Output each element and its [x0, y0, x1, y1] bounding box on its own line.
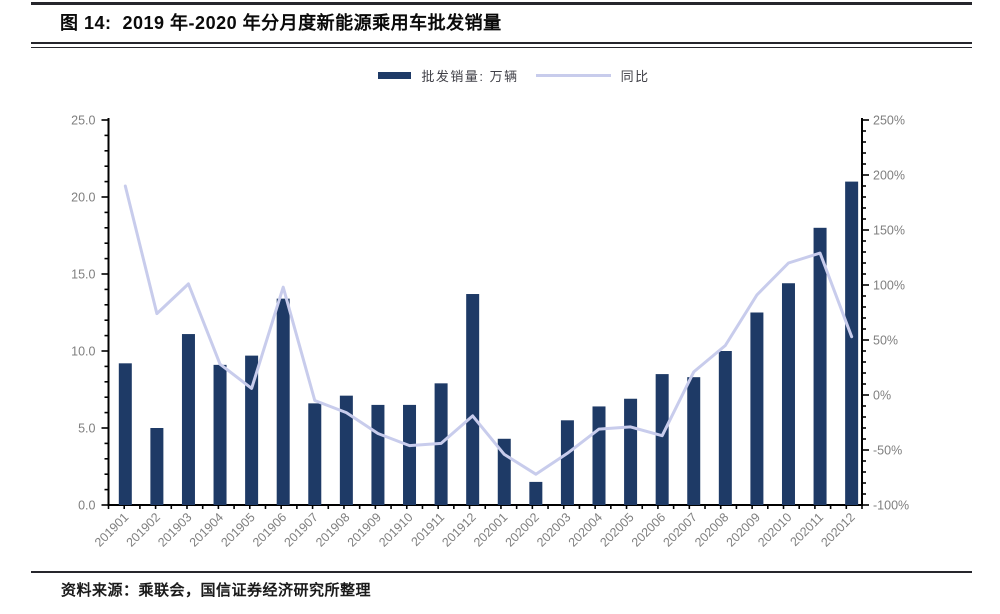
right-axis-tick-label: 250% — [873, 114, 905, 128]
bar-201902 — [150, 428, 164, 505]
line-series-label: 同比 — [620, 69, 650, 84]
bar-201901 — [118, 363, 132, 505]
x-axis-label-202005: 202005 — [597, 510, 636, 549]
right-axis-tick-label: 150% — [873, 224, 905, 238]
bar-201908 — [339, 395, 353, 505]
source-note: 资料来源：乘联会，国信证券经济研究所整理 — [61, 583, 372, 599]
x-axis-label-202006: 202006 — [629, 510, 668, 549]
bar-201910 — [403, 404, 417, 505]
yoy-line — [123, 184, 854, 476]
bar-series-swatch — [378, 72, 412, 79]
bar-202010 — [781, 283, 795, 505]
x-axis-label-202003: 202003 — [534, 510, 573, 549]
x-axis-label-202012: 202012 — [818, 510, 857, 549]
x-axis-label-201908: 201908 — [313, 510, 352, 549]
x-axis-label-201912: 201912 — [439, 510, 478, 549]
left-axis-tick-label: 20.0 — [71, 191, 95, 205]
x-axis-label-201911: 201911 — [408, 510, 447, 549]
bar-202012 — [845, 181, 859, 505]
bar-201907 — [308, 403, 322, 505]
x-axis-label-201901: 201901 — [92, 510, 131, 549]
x-axis-label-201902: 201902 — [124, 510, 163, 549]
right-axis-tick-label: -50% — [873, 444, 902, 458]
x-axis-label-202004: 202004 — [566, 510, 605, 549]
left-axis-tick-label: 5.0 — [78, 422, 95, 436]
bar-series-label: 批发销量: 万辆 — [421, 69, 519, 84]
figure-title: 图 14: 2019 年-2020 年分月度新能源乘用车批发销量 — [60, 13, 502, 33]
bar-202011 — [813, 227, 827, 506]
bar-201906 — [276, 298, 290, 505]
bar-202007 — [687, 377, 701, 505]
bottom-rule — [31, 571, 972, 573]
bar-202009 — [750, 312, 764, 505]
bar-202003 — [560, 420, 574, 505]
bar-201905 — [245, 355, 259, 505]
x-axis-label-201904: 201904 — [187, 510, 226, 549]
x-axis-label-201907: 201907 — [282, 510, 321, 549]
x-axis-label-202002: 202002 — [503, 510, 542, 549]
x-axis-label-202007: 202007 — [660, 510, 699, 549]
left-axis-tick-label: 0.0 — [78, 499, 95, 513]
bar-202008 — [718, 351, 732, 505]
right-axis-tick-label: 200% — [873, 169, 905, 183]
bar-202002 — [529, 481, 543, 505]
bar-201903 — [181, 334, 195, 505]
bar-202005 — [624, 398, 638, 505]
x-axis-label-202008: 202008 — [692, 510, 731, 549]
bar-202006 — [655, 374, 669, 505]
x-axis-label-201906: 201906 — [250, 510, 289, 549]
x-axis-label-201909: 201909 — [345, 510, 384, 549]
legend-item-yoy: 同比 — [535, 66, 650, 85]
bar-201912 — [466, 294, 480, 505]
top-rule — [31, 2, 972, 5]
right-axis-tick-label: 50% — [873, 334, 898, 348]
left-axis-tick-label: 10.0 — [71, 345, 95, 359]
title-divider-rule — [31, 42, 972, 48]
right-axis-tick-label: 100% — [873, 279, 905, 293]
x-axis-label-202009: 202009 — [724, 510, 763, 549]
yoy-line-group — [123, 184, 854, 476]
legend-item-wholesale: 批发销量: 万辆 — [378, 66, 518, 85]
x-axis-label-202010: 202010 — [755, 510, 794, 549]
line-series-swatch — [535, 74, 611, 77]
x-axis-label-201910: 201910 — [376, 510, 415, 549]
right-axis-tick-label: 0% — [873, 389, 891, 403]
bar-201904 — [213, 364, 227, 505]
axes — [101, 118, 869, 509]
left-axis-tick-label: 15.0 — [71, 268, 95, 282]
x-axis-label-201903: 201903 — [155, 510, 194, 549]
bar-202004 — [592, 406, 606, 505]
bar-201909 — [371, 404, 385, 505]
bars — [118, 181, 859, 506]
chart-legend: 批发销量: 万辆 同比 — [14, 66, 1000, 85]
right-axis-tick-label: -100% — [873, 499, 909, 513]
left-axis-tick-label: 25.0 — [71, 114, 95, 128]
x-axis-label-202001: 202001 — [471, 510, 510, 549]
x-axis-label-201905: 201905 — [218, 510, 257, 549]
